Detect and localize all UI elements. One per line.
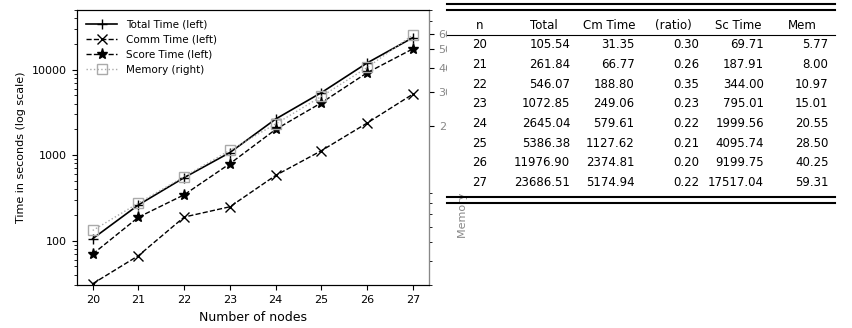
Comm Time (left) bbox=[225, 205, 235, 209]
Legend: Total Time (left), Comm Time (left), Score Time (left), Memory (right): Total Time (left), Comm Time (left), Sco… bbox=[82, 15, 221, 79]
Score Time (left) bbox=[271, 127, 281, 131]
Line: Comm Time (left): Comm Time (left) bbox=[88, 89, 417, 289]
Comm Time (left) bbox=[133, 254, 143, 257]
Memory (right) bbox=[362, 66, 372, 70]
Comm Time (left) bbox=[179, 215, 189, 219]
Total Time (left) bbox=[225, 151, 235, 154]
Memory (right) bbox=[408, 33, 418, 37]
Score Time (left) bbox=[316, 101, 326, 105]
Y-axis label: Memory usage in GiB (log scale): Memory usage in GiB (log scale) bbox=[458, 57, 469, 238]
Comm Time (left) bbox=[408, 92, 418, 96]
Memory (right) bbox=[88, 229, 98, 233]
Memory (right) bbox=[133, 201, 143, 205]
Score Time (left) bbox=[408, 47, 418, 51]
Comm Time (left) bbox=[362, 121, 372, 125]
Score Time (left) bbox=[88, 252, 98, 256]
Total Time (left) bbox=[88, 237, 98, 241]
Total Time (left) bbox=[362, 61, 372, 65]
X-axis label: Number of nodes: Number of nodes bbox=[199, 311, 307, 324]
Comm Time (left) bbox=[316, 149, 326, 153]
Memory (right) bbox=[271, 122, 281, 126]
Score Time (left) bbox=[133, 215, 143, 219]
Total Time (left) bbox=[316, 91, 326, 94]
Y-axis label: Time in seconds (log scale): Time in seconds (log scale) bbox=[16, 72, 26, 223]
Comm Time (left) bbox=[88, 282, 98, 286]
Line: Memory (right): Memory (right) bbox=[88, 30, 417, 235]
Score Time (left) bbox=[179, 193, 189, 197]
Total Time (left) bbox=[133, 203, 143, 207]
Total Time (left) bbox=[408, 36, 418, 40]
Score Time (left) bbox=[362, 71, 372, 75]
Line: Score Time (left): Score Time (left) bbox=[87, 43, 418, 259]
Memory (right) bbox=[316, 94, 326, 98]
Total Time (left) bbox=[179, 175, 189, 179]
Score Time (left) bbox=[225, 162, 235, 166]
Comm Time (left) bbox=[271, 174, 281, 177]
Line: Total Time (left): Total Time (left) bbox=[88, 33, 417, 243]
Total Time (left) bbox=[271, 117, 281, 121]
Memory (right) bbox=[179, 174, 189, 178]
Memory (right) bbox=[225, 148, 235, 152]
